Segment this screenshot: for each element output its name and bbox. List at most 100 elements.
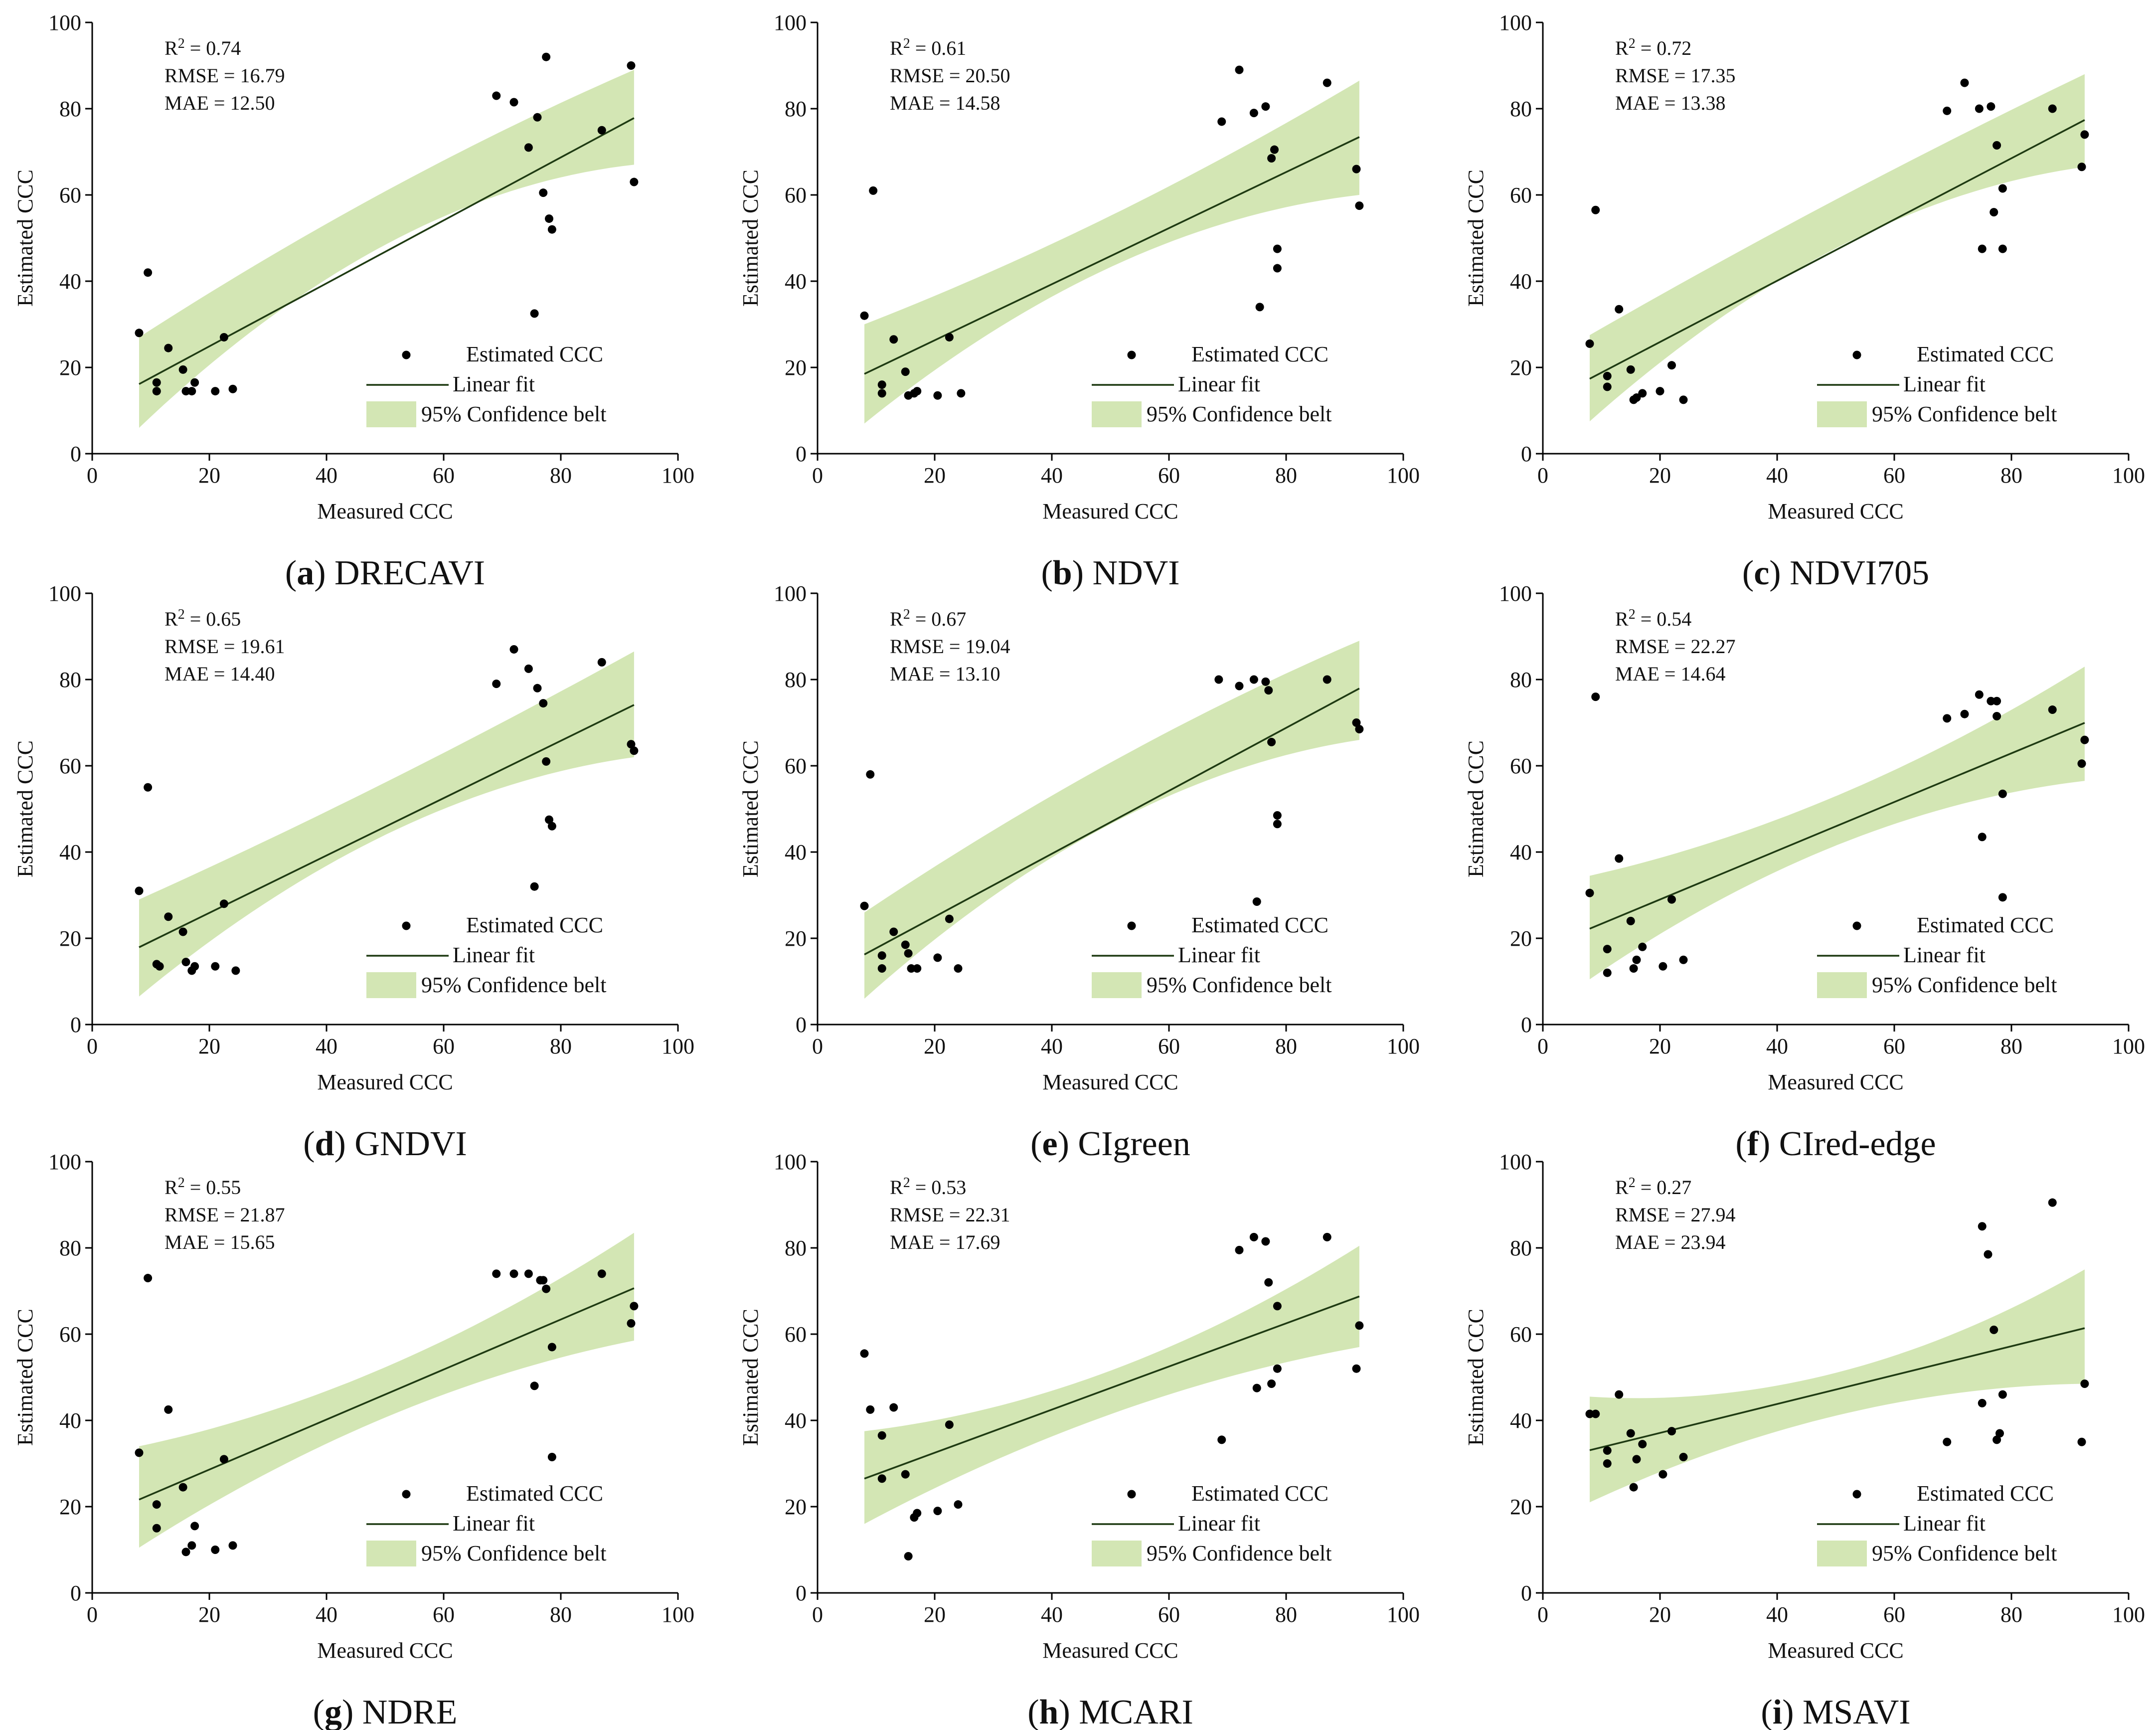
data-point	[509, 98, 518, 107]
confidence-band	[864, 641, 1359, 999]
legend: Estimated CCC Linear fit 95% Confidence be…	[1092, 1481, 1331, 1566]
panel-caption: (a) DRECAVI	[285, 554, 485, 592]
data-point	[945, 914, 954, 923]
rmse-stat: RMSE = 17.35	[1615, 64, 1735, 87]
legend-points-label: Estimated CCC	[466, 1481, 603, 1506]
data-point	[1667, 361, 1676, 370]
legend-fit-label: Linear fit	[1178, 1511, 1260, 1536]
confidence-band	[139, 70, 634, 428]
x-axis-title: Measured CCC	[1042, 499, 1178, 523]
legend-fit-label: Linear fit	[453, 943, 535, 967]
x-tick-label: 20	[924, 1602, 946, 1627]
y-tick-label: 60	[785, 754, 807, 778]
x-tick-label: 40	[1766, 1602, 1788, 1627]
data-point	[907, 964, 916, 973]
data-point	[866, 1405, 875, 1414]
legend-band-marker	[366, 401, 416, 427]
data-point	[152, 378, 161, 387]
data-point	[530, 309, 539, 318]
data-point	[190, 962, 199, 971]
r2-stat: R2 = 0.65	[165, 607, 241, 630]
data-point	[1273, 264, 1282, 273]
panel-caption: (e) CIgreen	[1030, 1125, 1190, 1163]
data-point	[178, 1483, 187, 1492]
x-tick-label: 80	[550, 1034, 572, 1058]
data-point	[542, 1284, 551, 1293]
fit-line	[139, 704, 635, 948]
data-point	[524, 1269, 533, 1278]
y-tick-label: 0	[1521, 1013, 1532, 1037]
data-point	[539, 1276, 548, 1285]
fit-line	[864, 1295, 1360, 1480]
confidence-band	[1590, 667, 2085, 980]
r2-stat: R2 = 0.27	[1615, 1175, 1691, 1199]
legend-band-label: 95% Confidence belt	[1147, 973, 1331, 997]
data-point	[1626, 1429, 1635, 1438]
data-point	[187, 387, 196, 396]
y-tick-label: 100	[1499, 1150, 1532, 1174]
x-tick-label: 0	[812, 1034, 823, 1058]
x-tick-label: 60	[1158, 1602, 1180, 1627]
data-point	[860, 1349, 869, 1358]
legend-fit-label: Linear fit	[453, 1511, 535, 1536]
y-tick-label: 40	[59, 269, 81, 294]
y-tick-label: 60	[59, 754, 81, 778]
legend-point-marker	[1127, 921, 1136, 930]
data-point	[877, 380, 886, 389]
data-point	[1323, 78, 1331, 87]
x-tick-label: 40	[1041, 1034, 1063, 1058]
data-point	[597, 126, 606, 135]
data-point	[1998, 893, 2007, 902]
data-point	[904, 949, 913, 958]
legend-fit-label: Linear fit	[1178, 372, 1260, 396]
data-point	[597, 658, 606, 667]
data-point	[1987, 696, 1995, 705]
legend-band-marker	[1817, 972, 1867, 998]
data-point	[219, 333, 228, 342]
data-point	[509, 645, 518, 654]
data-point	[1987, 102, 1995, 111]
x-tick-label: 0	[812, 1602, 823, 1627]
x-tick-label: 40	[1766, 463, 1788, 488]
data-point	[2077, 1437, 2086, 1446]
legend: Estimated CCC Linear fit 95% Confidence be…	[1817, 913, 2057, 998]
data-point	[1975, 690, 1984, 699]
data-point	[1261, 677, 1270, 686]
x-tick-label: 60	[1158, 1034, 1180, 1058]
legend-point-marker	[402, 1490, 411, 1499]
data-point	[1214, 675, 1223, 684]
rmse-stat: RMSE = 22.27	[1615, 635, 1735, 658]
data-point	[945, 333, 954, 342]
y-tick-label: 80	[1510, 668, 1532, 692]
data-point	[219, 1455, 228, 1464]
data-point	[1975, 104, 1984, 113]
legend-band-marker	[1092, 401, 1142, 427]
y-tick-label: 20	[1510, 355, 1532, 380]
x-axis-title: Measured CCC	[1768, 1070, 1904, 1094]
y-tick-label: 80	[785, 97, 807, 121]
y-tick-label: 20	[785, 1495, 807, 1519]
x-tick-label: 0	[812, 463, 823, 488]
data-point	[1273, 1364, 1282, 1373]
mae-stat: MAE = 23.94	[1615, 1231, 1725, 1253]
data-point	[1656, 387, 1664, 396]
x-tick-label: 40	[316, 463, 337, 488]
data-point	[542, 52, 551, 61]
data-point	[1943, 714, 1952, 723]
data-point	[1591, 1409, 1600, 1418]
data-point	[1998, 1390, 2007, 1399]
panel-b: 0 20 40 60 80 100 0 20 40 60 80 100 Measured CCC Esti…	[738, 10, 1420, 592]
data-point	[1629, 1483, 1638, 1492]
x-tick-label: 60	[433, 1602, 455, 1627]
data-point	[877, 964, 886, 973]
y-axis-title: Estimated CCC	[1464, 1309, 1488, 1446]
y-tick-label: 0	[70, 442, 81, 466]
data-point	[211, 1546, 220, 1554]
data-point	[877, 951, 886, 960]
mae-stat: MAE = 14.40	[165, 663, 275, 685]
data-point	[1352, 165, 1361, 173]
rmse-stat: RMSE = 19.61	[165, 635, 285, 658]
x-tick-label: 80	[550, 1602, 572, 1627]
legend: Estimated CCC Linear fit 95% Confidence be…	[366, 342, 606, 427]
data-point	[1591, 205, 1600, 214]
